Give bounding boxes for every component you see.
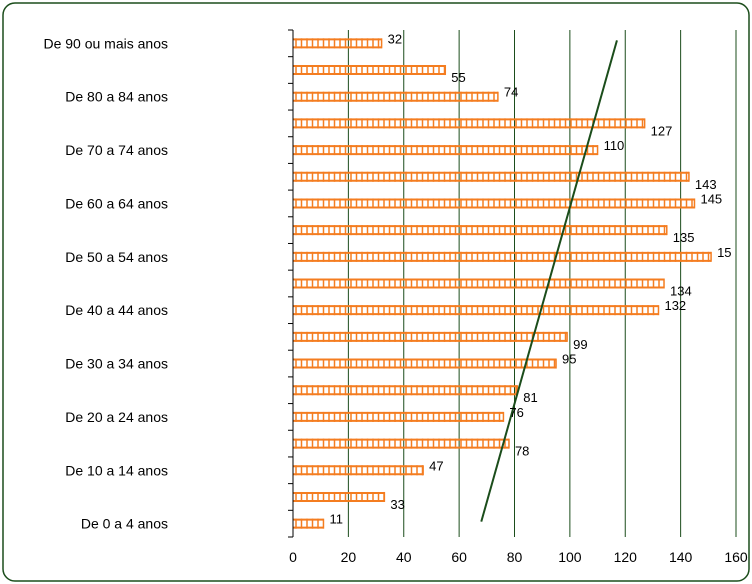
bar	[293, 278, 665, 289]
category-label: De 40 a 44 anos	[65, 302, 168, 318]
data-label: 110	[604, 138, 625, 153]
data-label: 33	[390, 497, 404, 512]
x-tick-label: 0	[289, 549, 297, 565]
data-label: 15	[717, 245, 731, 260]
data-label: 74	[504, 85, 518, 100]
bar	[293, 305, 660, 316]
category-label: De 20 a 24 anos	[65, 409, 168, 425]
category-label: De 0 a 4 anos	[81, 516, 168, 532]
x-tick-label: 80	[507, 549, 523, 565]
bar	[293, 145, 599, 156]
axes	[288, 29, 294, 538]
bar	[293, 331, 568, 342]
category-label: De 30 a 34 anos	[65, 356, 168, 372]
data-label: 135	[673, 230, 695, 245]
category-label: De 70 a 74 anos	[65, 142, 168, 158]
data-label: 78	[515, 444, 529, 459]
bar	[293, 491, 386, 502]
data-label: 32	[388, 31, 402, 46]
category-label: De 80 a 84 anos	[65, 89, 168, 105]
data-label: 95	[562, 352, 576, 367]
category-label: De 60 a 64 anos	[65, 195, 168, 211]
bar	[293, 171, 690, 182]
data-label: 81	[523, 390, 537, 405]
x-tick-label: 100	[558, 549, 582, 565]
bar	[293, 91, 499, 102]
bar	[293, 118, 646, 129]
category-label: De 50 a 54 anos	[65, 249, 168, 265]
bar	[293, 385, 519, 396]
category-label: De 90 ou mais anos	[43, 35, 168, 51]
x-tick-label: 160	[724, 549, 748, 565]
data-label: 134	[670, 284, 692, 299]
x-tick-label: 40	[396, 549, 412, 565]
bar	[293, 518, 325, 529]
bar	[293, 411, 505, 422]
bar	[293, 38, 383, 49]
data-label: 145	[700, 191, 722, 206]
bar	[293, 438, 510, 449]
labels: 0 20 40 60 80 100 120 140 160 11 De 0 a 4 anos 33 47…	[43, 31, 747, 565]
bar	[293, 65, 447, 76]
data-label: 76	[509, 405, 523, 420]
trendline	[480, 40, 618, 522]
bar	[293, 198, 696, 209]
data-label: 127	[651, 123, 673, 138]
bar	[293, 358, 557, 369]
data-label: 47	[429, 458, 443, 473]
x-tick-label: 120	[614, 549, 638, 565]
bar	[293, 251, 712, 262]
bars	[293, 38, 712, 529]
x-tick-label: 140	[669, 549, 693, 565]
x-tick-label: 20	[341, 549, 357, 565]
data-label: 132	[664, 298, 686, 313]
bar	[293, 225, 668, 236]
x-tick-label: 60	[451, 549, 467, 565]
gridlines	[347, 30, 737, 537]
data-label: 11	[329, 512, 343, 527]
data-label: 55	[451, 70, 465, 85]
data-label: 99	[573, 337, 587, 352]
bar	[293, 465, 424, 476]
category-label: De 10 a 14 anos	[65, 462, 168, 478]
data-label: 143	[695, 177, 717, 192]
